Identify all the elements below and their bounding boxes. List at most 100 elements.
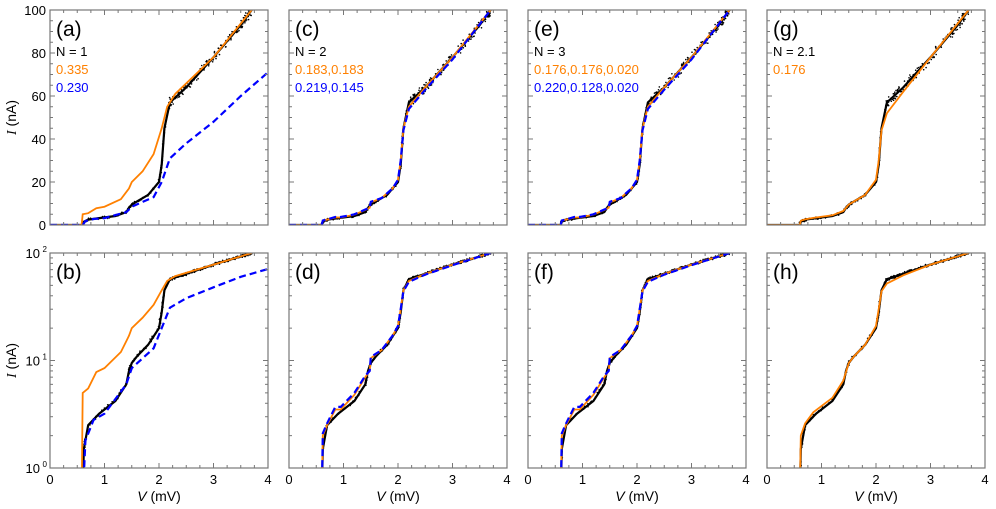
data-point xyxy=(83,500,85,502)
data-point xyxy=(429,77,432,79)
data-point xyxy=(667,77,670,80)
data-point xyxy=(462,47,465,49)
data-point xyxy=(928,61,930,64)
fit-curve-blue xyxy=(83,267,268,468)
data-point xyxy=(462,39,464,41)
plot-area xyxy=(289,6,492,225)
y-tick-label: 10 xyxy=(26,246,40,261)
data-point xyxy=(953,23,956,26)
panel-label: (b) xyxy=(56,261,82,284)
data-point xyxy=(671,73,673,75)
legend-blue: 0.219,0.145 xyxy=(295,80,364,95)
data-point xyxy=(244,22,246,24)
legend-orange: 0.176,0.176,0.020 xyxy=(534,62,639,77)
y-tick-exponent: 1 xyxy=(43,353,48,362)
fit-curve-blue xyxy=(560,253,730,468)
data-point xyxy=(409,96,412,98)
data-point xyxy=(321,500,323,502)
x-tick-label: 1 xyxy=(818,472,825,487)
experiment-curve xyxy=(767,10,970,225)
data-point xyxy=(244,12,247,14)
data-point xyxy=(898,86,900,88)
data-point xyxy=(459,52,462,54)
data-point xyxy=(921,62,924,65)
data-point xyxy=(895,89,897,92)
panel-e: (e) N = 3 0.176,0.176,0.020 0.220,0.128,0.0… xyxy=(527,9,747,226)
fit-curve-blue xyxy=(528,10,731,225)
data-point xyxy=(215,57,217,60)
data-point xyxy=(251,251,253,253)
data-point xyxy=(251,251,253,253)
fit-curve-blue xyxy=(50,71,268,225)
data-point xyxy=(230,39,232,41)
data-point xyxy=(691,51,693,53)
data-point xyxy=(457,45,460,47)
data-point xyxy=(935,53,937,56)
data-point xyxy=(490,6,492,8)
data-point xyxy=(950,27,952,30)
data-point xyxy=(930,58,933,61)
data-point xyxy=(489,7,491,9)
data-point xyxy=(967,13,970,16)
data-point xyxy=(917,66,920,69)
data-point xyxy=(428,78,431,81)
x-tick-label: 1 xyxy=(101,472,108,487)
data-point xyxy=(680,63,683,65)
data-point xyxy=(894,91,896,93)
data-point xyxy=(658,86,661,88)
data-point xyxy=(700,41,702,44)
experiment-curve xyxy=(560,253,730,468)
plot-area xyxy=(81,251,268,502)
x-axis-label: V (mV) xyxy=(854,488,898,504)
data-point xyxy=(680,64,683,67)
legend-orange: 0.176 xyxy=(773,62,806,77)
data-point xyxy=(247,18,250,21)
panel-f: 0 1 2 3 4 (f) V (mV) xyxy=(524,252,750,504)
data-point xyxy=(896,88,899,91)
data-point xyxy=(445,60,448,62)
data-point xyxy=(218,53,221,56)
data-point xyxy=(724,11,727,13)
fit-curve-orange xyxy=(81,253,252,468)
data-point xyxy=(244,14,246,17)
data-point xyxy=(559,500,561,502)
data-point xyxy=(489,8,491,10)
axes-frame xyxy=(527,9,747,226)
data-point xyxy=(449,55,451,58)
data-point xyxy=(962,19,965,21)
data-point xyxy=(217,47,220,49)
x-tick-label: 3 xyxy=(449,472,456,487)
data-point xyxy=(964,18,966,21)
data-point xyxy=(224,46,227,48)
data-point xyxy=(241,25,244,28)
data-point xyxy=(207,65,210,67)
data-point xyxy=(488,7,490,9)
data-point xyxy=(799,479,801,481)
data-point xyxy=(677,76,680,78)
y-tick-label: 10 xyxy=(26,354,40,369)
data-point xyxy=(949,36,952,38)
data-point xyxy=(800,499,802,501)
data-point xyxy=(424,84,426,86)
data-point xyxy=(653,92,656,94)
data-point xyxy=(909,75,912,78)
panel-a: 0 20 40 60 80 100 (a) N = 1 0.335 0.230 I (nA) xyxy=(3,3,269,233)
data-point xyxy=(707,42,709,44)
data-point xyxy=(951,36,954,38)
axes-frame xyxy=(288,252,508,469)
data-point xyxy=(213,51,216,54)
data-point xyxy=(724,17,727,20)
data-point xyxy=(322,477,324,479)
y-axis-label: I (nA) xyxy=(3,343,20,379)
x-tick-label: 1 xyxy=(340,472,347,487)
fit-curve-orange xyxy=(321,253,491,468)
data-point xyxy=(967,6,969,8)
fit-curve-orange xyxy=(799,253,969,468)
data-point xyxy=(321,470,323,472)
panel-label: (a) xyxy=(56,18,82,41)
data-point xyxy=(887,96,890,98)
panel-label: (g) xyxy=(773,18,799,41)
legend-n: N = 3 xyxy=(534,44,565,59)
data-point xyxy=(206,59,208,62)
data-point xyxy=(892,99,895,102)
